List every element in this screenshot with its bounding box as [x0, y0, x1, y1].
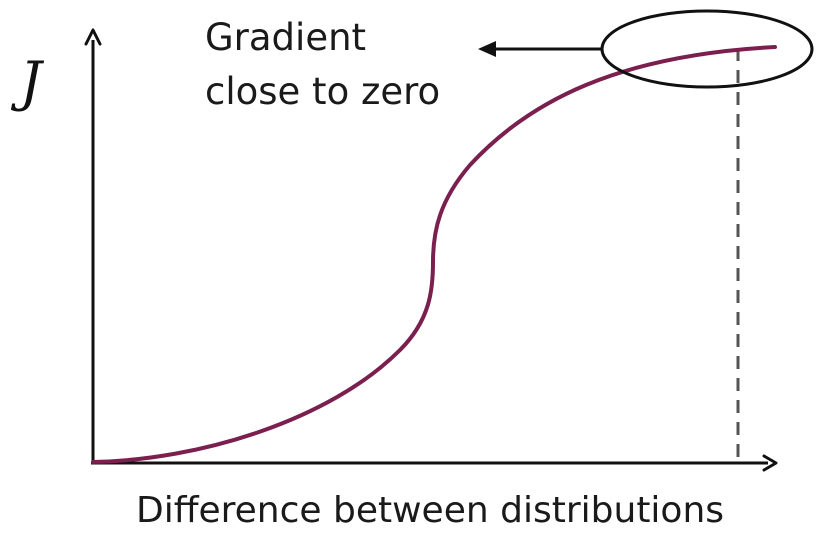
flat-region-highlight-ellipse — [600, 9, 814, 89]
annotation-line-2: close to zero — [205, 70, 440, 113]
annotation-line-1: Gradient — [205, 16, 366, 59]
x-axis-label: Difference between distributions — [136, 490, 724, 531]
x-axis-arrowhead — [762, 454, 778, 472]
y-axis-arrowhead — [84, 28, 102, 46]
cost-curve — [91, 45, 777, 464]
y-axis-label: J — [10, 50, 45, 113]
annotation-arrowhead — [478, 41, 496, 57]
